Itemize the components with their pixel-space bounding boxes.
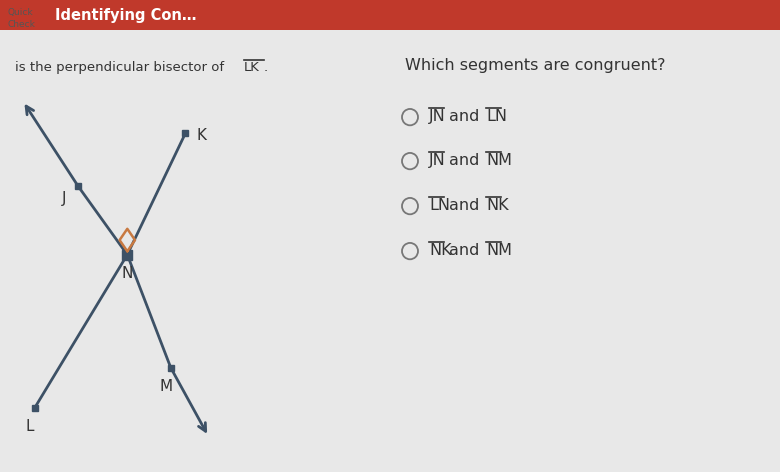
Text: Which segments are congruent?: Which segments are congruent? (405, 58, 665, 73)
Text: LN: LN (429, 198, 450, 213)
Text: K: K (197, 128, 206, 143)
Text: NM: NM (486, 243, 512, 258)
Text: Quick: Quick (8, 8, 34, 17)
Text: L: L (25, 419, 34, 434)
Text: NK: NK (429, 243, 452, 258)
Text: LN: LN (486, 109, 507, 124)
Text: NM: NM (486, 153, 512, 168)
Text: LK: LK (244, 61, 260, 74)
Text: .: . (264, 61, 268, 74)
Text: Identifying Con…: Identifying Con… (55, 8, 197, 23)
Bar (0, 0, 780, 30)
Text: and: and (449, 109, 480, 124)
Text: Check: Check (8, 20, 36, 29)
Text: JN: JN (429, 153, 445, 168)
Text: NK: NK (486, 198, 509, 213)
Text: and: and (449, 153, 480, 168)
Text: N: N (122, 266, 133, 280)
Text: and: and (449, 198, 480, 213)
Text: JN: JN (429, 109, 445, 124)
Text: and: and (449, 243, 480, 258)
Text: J: J (62, 191, 66, 206)
Text: is the perpendicular bisector of: is the perpendicular bisector of (15, 61, 229, 74)
Text: M: M (159, 379, 172, 394)
